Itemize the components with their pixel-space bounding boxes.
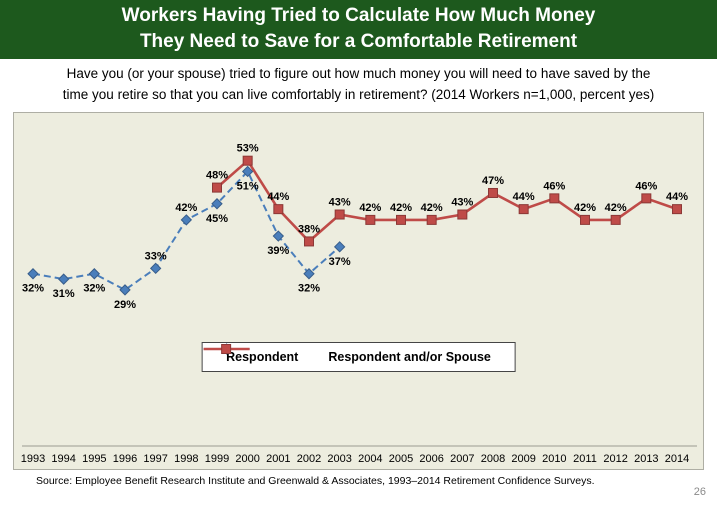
svg-text:33%: 33%	[145, 250, 167, 262]
page-number: 26	[693, 486, 706, 498]
svg-text:43%: 43%	[329, 197, 351, 209]
svg-text:2009: 2009	[511, 453, 535, 465]
svg-text:1993: 1993	[21, 453, 45, 465]
question-line-1: Have you (or your spouse) tried to figur…	[66, 66, 651, 81]
svg-text:42%: 42%	[574, 202, 596, 214]
survey-question-text: Have you (or your spouse) tried to figur…	[0, 63, 717, 105]
svg-text:2000: 2000	[235, 453, 259, 465]
title-banner: Workers Having Tried to Calculate How Mu…	[0, 0, 717, 59]
svg-text:2004: 2004	[358, 453, 382, 465]
legend-label-respondent-spouse: Respondent and/or Spouse	[328, 350, 491, 364]
svg-text:32%: 32%	[83, 283, 105, 295]
svg-text:45%: 45%	[206, 213, 228, 225]
chart-legend: Respondent Respondent and/or Spouse	[201, 342, 516, 372]
svg-text:47%: 47%	[482, 175, 504, 187]
title-line-2: They Need to Save for a Comfortable Reti…	[139, 31, 578, 52]
svg-text:1999: 1999	[205, 453, 229, 465]
svg-text:46%: 46%	[543, 180, 565, 192]
svg-text:2007: 2007	[450, 453, 474, 465]
svg-text:1996: 1996	[113, 453, 137, 465]
svg-text:44%: 44%	[666, 191, 688, 203]
svg-text:1997: 1997	[143, 453, 167, 465]
svg-text:2001: 2001	[266, 453, 290, 465]
svg-text:2008: 2008	[481, 453, 505, 465]
svg-text:53%: 53%	[237, 143, 259, 155]
svg-text:2014: 2014	[665, 453, 689, 465]
svg-text:32%: 32%	[298, 283, 320, 295]
svg-text:44%: 44%	[513, 191, 535, 203]
svg-text:42%: 42%	[605, 202, 627, 214]
svg-text:2003: 2003	[327, 453, 351, 465]
svg-text:42%: 42%	[390, 202, 412, 214]
svg-text:2002: 2002	[297, 453, 321, 465]
svg-text:32%: 32%	[22, 283, 44, 295]
source-note: Source: Employee Benefit Research Instit…	[36, 475, 595, 487]
svg-text:42%: 42%	[175, 202, 197, 214]
legend-label-respondent: Respondent	[226, 350, 299, 364]
svg-text:42%: 42%	[421, 202, 443, 214]
spouse-line-sample-icon	[203, 344, 250, 354]
svg-text:1998: 1998	[174, 453, 198, 465]
svg-text:1995: 1995	[82, 453, 106, 465]
svg-text:31%: 31%	[53, 288, 75, 300]
svg-text:39%: 39%	[267, 245, 289, 257]
svg-text:43%: 43%	[451, 197, 473, 209]
chart-canvas: 1993 1994 1995 1996 1997 1998 1999 2000 2001 2002…	[21, 143, 697, 465]
svg-text:2005: 2005	[389, 453, 413, 465]
svg-text:42%: 42%	[359, 202, 381, 214]
line-chart: 1993 1994 1995 1996 1997 1998 1999 2000 2001 2002…	[13, 112, 704, 470]
svg-text:51%: 51%	[237, 180, 259, 192]
title-line-1: Workers Having Tried to Calculate How Mu…	[121, 5, 596, 26]
svg-text:29%: 29%	[114, 299, 136, 311]
svg-text:46%: 46%	[635, 180, 657, 192]
svg-text:37%: 37%	[329, 256, 351, 268]
svg-text:1994: 1994	[51, 453, 75, 465]
svg-text:2013: 2013	[634, 453, 658, 465]
legend-item-respondent-spouse: Respondent and/or Spouse	[203, 344, 491, 364]
svg-text:2010: 2010	[542, 453, 566, 465]
svg-text:38%: 38%	[298, 223, 320, 235]
svg-text:2011: 2011	[573, 453, 597, 465]
question-line-2: time you retire so that you can live com…	[62, 87, 655, 102]
svg-text:48%: 48%	[206, 170, 228, 182]
svg-text:2012: 2012	[603, 453, 627, 465]
svg-text:44%: 44%	[267, 191, 289, 203]
svg-text:2006: 2006	[419, 453, 443, 465]
